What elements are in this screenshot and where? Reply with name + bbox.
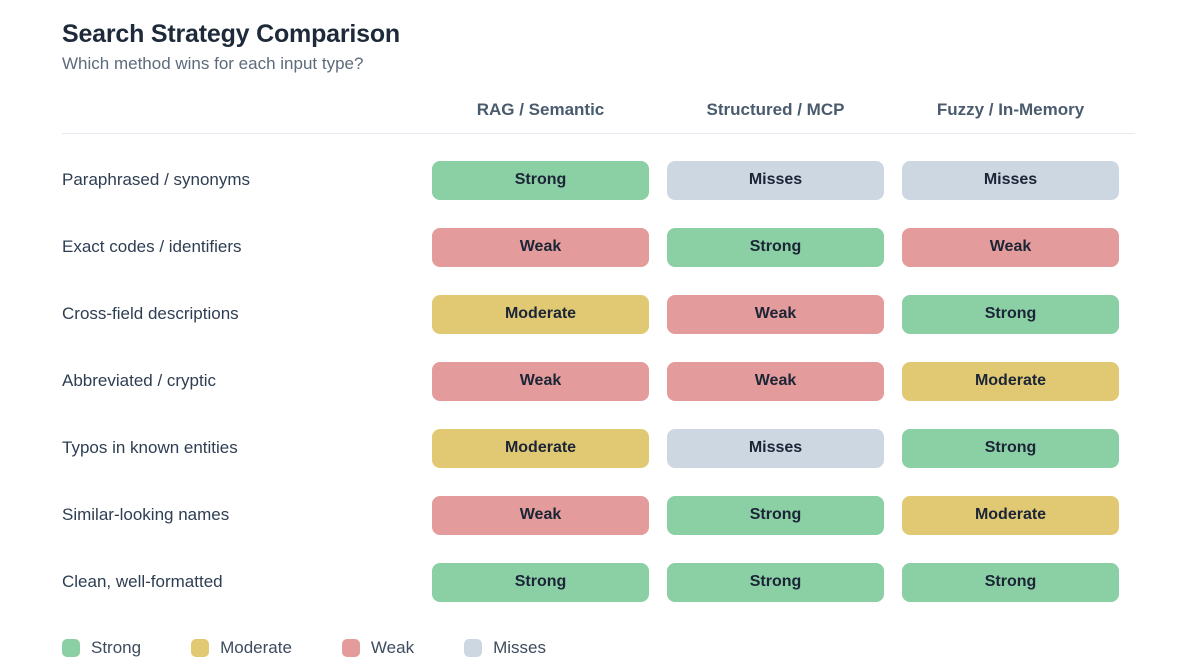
legend-swatch-strong bbox=[62, 638, 80, 657]
rating-badge: Strong bbox=[667, 495, 884, 535]
legend-label: Strong bbox=[91, 637, 142, 657]
row-label: Typos in known entities bbox=[62, 438, 238, 458]
column-header-structured-mcp: Structured / MCP bbox=[706, 99, 845, 119]
rating-badge: Strong bbox=[432, 160, 649, 200]
table-row: Paraphrased / synonyms Strong Misses Mis… bbox=[62, 147, 1135, 214]
page-subtitle: Which method wins for each input type? bbox=[62, 53, 364, 73]
column-header-row: RAG / Semantic Structured / MCP Fuzzy / … bbox=[62, 74, 1135, 134]
rating-badge: Strong bbox=[667, 562, 884, 602]
rating-badge: Strong bbox=[902, 294, 1119, 334]
rating-badge: Strong bbox=[902, 428, 1119, 468]
rating-badge: Misses bbox=[667, 160, 884, 200]
table-row: Exact codes / identifiers Weak Strong We… bbox=[62, 214, 1135, 281]
rating-badge: Misses bbox=[667, 428, 884, 468]
legend-label: Weak bbox=[370, 637, 415, 657]
row-label: Cross-field descriptions bbox=[62, 304, 239, 324]
rating-badge: Moderate bbox=[902, 361, 1119, 401]
column-header-rag-semantic: RAG / Semantic bbox=[476, 99, 605, 119]
legend: Strong Moderate Weak Misses bbox=[62, 638, 1135, 658]
rating-badge: Strong bbox=[432, 562, 649, 602]
table-row: Clean, well-formatted Strong Strong Stro… bbox=[62, 549, 1135, 616]
table-row: Cross-field descriptions Moderate Weak S… bbox=[62, 281, 1135, 348]
rating-badge: Weak bbox=[667, 294, 884, 334]
rating-badge: Strong bbox=[667, 227, 884, 267]
rating-badge: Moderate bbox=[432, 294, 649, 334]
table-row: Typos in known entities Moderate Misses … bbox=[62, 415, 1135, 482]
legend-item: Misses bbox=[464, 638, 546, 658]
legend-swatch-moderate bbox=[191, 638, 210, 657]
table-row: Similar-looking names Weak Strong Modera… bbox=[62, 482, 1135, 549]
rating-badge: Weak bbox=[902, 227, 1119, 267]
rating-badge: Moderate bbox=[902, 495, 1119, 535]
row-label: Paraphrased / synonyms bbox=[62, 170, 251, 190]
row-label: Similar-looking names bbox=[62, 505, 230, 525]
rating-badge: Weak bbox=[432, 227, 649, 267]
legend-label: Misses bbox=[493, 637, 546, 657]
legend-label: Moderate bbox=[220, 637, 292, 657]
column-header-fuzzy-in-memory: Fuzzy / In-Memory bbox=[936, 99, 1085, 119]
row-label: Clean, well-formatted bbox=[62, 572, 223, 592]
legend-item: Strong bbox=[62, 638, 141, 658]
row-label: Abbreviated / cryptic bbox=[62, 371, 217, 391]
table-row: Abbreviated / cryptic Weak Weak Moderate bbox=[62, 348, 1135, 415]
legend-item: Moderate bbox=[191, 638, 292, 658]
legend-item: Weak bbox=[341, 637, 415, 658]
page-title: Search Strategy Comparison bbox=[62, 20, 400, 48]
legend-swatch-misses bbox=[464, 638, 483, 657]
rating-badge: Misses bbox=[902, 160, 1119, 200]
rating-badge: Moderate bbox=[432, 428, 649, 468]
rating-badge: Weak bbox=[667, 361, 884, 401]
legend-swatch-weak bbox=[341, 638, 360, 657]
row-label: Exact codes / identifiers bbox=[62, 237, 242, 257]
matrix-body: Paraphrased / synonyms Strong Misses Mis… bbox=[62, 134, 1135, 616]
comparison-matrix: Search Strategy Comparison Which method … bbox=[62, 0, 1135, 658]
rating-badge: Strong bbox=[902, 562, 1119, 602]
rating-badge: Weak bbox=[432, 495, 649, 535]
rating-badge: Weak bbox=[432, 361, 649, 401]
